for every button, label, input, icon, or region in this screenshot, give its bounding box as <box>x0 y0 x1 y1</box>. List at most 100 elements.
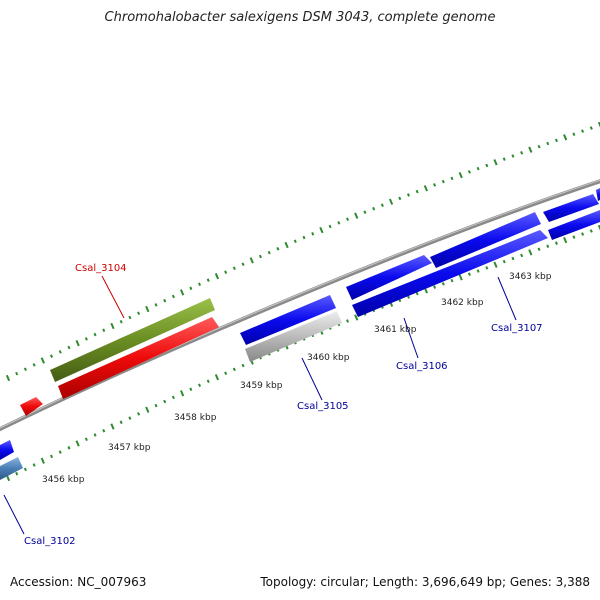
outer-tick <box>415 189 419 194</box>
outer-tick <box>258 254 262 259</box>
outer-tick <box>528 146 533 153</box>
inner-tick <box>589 229 593 233</box>
inner-tick <box>546 244 550 248</box>
inner-tick <box>137 412 141 416</box>
outer-tick <box>572 132 576 136</box>
inner-tick <box>214 374 220 381</box>
gene-label[interactable]: Csal_3105 <box>297 401 349 412</box>
outer-tick <box>398 196 402 201</box>
inner-tick <box>171 395 175 400</box>
cds-feature-csal-3102-blue[interactable] <box>0 440 14 460</box>
inner-tick <box>511 256 515 261</box>
gene-feature-csal-3104-green[interactable] <box>50 298 215 382</box>
gene-label[interactable]: Csal_3107 <box>491 323 543 334</box>
inner-tick <box>67 446 71 450</box>
outer-tick <box>224 270 228 274</box>
inner-tick <box>467 272 471 276</box>
cds-feature-csal-3102-light[interactable] <box>0 457 23 480</box>
outer-tick <box>476 166 480 171</box>
outer-tick <box>58 350 62 354</box>
outer-tick <box>198 282 202 287</box>
tick-track-outer <box>5 121 600 382</box>
inner-tick <box>520 253 524 258</box>
gene-labels: Csal_3104 Csal_3105 Csal_3106 Csal_3107 Csal… <box>24 263 543 547</box>
inner-tick <box>528 249 533 256</box>
cds-feature-forward-1[interactable] <box>346 255 432 300</box>
genome-backbone <box>0 179 600 432</box>
inner-tick <box>75 440 80 447</box>
outer-tick <box>423 185 428 192</box>
cds-feature-forward-3[interactable] <box>543 194 599 222</box>
cds-feature-csal-3104-red[interactable] <box>58 317 219 399</box>
outer-tick <box>249 257 254 264</box>
inner-tick <box>537 247 541 252</box>
outer-tick <box>354 212 359 219</box>
cds-feature-csal-3105-blue[interactable] <box>240 295 336 345</box>
outer-tick <box>433 183 437 187</box>
outer-tick <box>581 129 585 133</box>
outer-tick <box>102 328 106 333</box>
scale-label: 3460 kbp <box>307 353 350 363</box>
inner-tick <box>40 457 45 464</box>
outer-tick <box>206 278 210 282</box>
inner-tick <box>581 232 585 236</box>
outer-tick <box>363 210 367 214</box>
outer-tick <box>23 367 27 372</box>
outer-tick <box>485 163 489 168</box>
cds-feature-csal-3106-blue[interactable] <box>352 230 548 317</box>
cds-feature-forward-2[interactable] <box>430 212 541 268</box>
gene-label[interactable]: Csal_3102 <box>24 536 76 547</box>
outer-tick <box>241 262 245 267</box>
cds-feature-edge-right[interactable] <box>596 188 600 201</box>
scale-label: 3458 kbp <box>174 413 217 423</box>
outer-tick <box>346 217 350 222</box>
outer-tick <box>154 303 158 307</box>
outer-tick <box>75 340 80 347</box>
outer-tick <box>563 134 568 141</box>
inner-tick <box>110 423 115 430</box>
outer-tick <box>502 157 506 161</box>
outer-tick <box>520 151 524 155</box>
inner-tick <box>102 428 106 433</box>
cds-feature-csal-3105-gray[interactable] <box>245 311 342 362</box>
outer-tick <box>284 241 289 249</box>
inner-tick <box>346 319 350 323</box>
outer-tick <box>180 289 185 296</box>
gene-label[interactable]: Csal_3104 <box>75 263 127 274</box>
outer-tick <box>319 226 324 234</box>
accession-label: Accession: NC_007963 <box>10 575 147 589</box>
inner-tick <box>119 420 123 425</box>
outer-tick <box>128 315 132 320</box>
inner-tick <box>415 291 419 296</box>
outer-tick <box>302 235 306 240</box>
inner-tick <box>458 274 463 281</box>
outer-tick <box>267 250 271 255</box>
outer-tick <box>163 298 167 303</box>
outer-tick <box>467 170 471 174</box>
inner-tick <box>441 282 445 286</box>
outer-tick <box>380 203 384 207</box>
inner-tick <box>180 390 185 397</box>
scale-labels: 3456 kbp 3457 kbp 3458 kbp 3459 kbp 3460 kbp… <box>42 272 552 485</box>
inner-tick <box>597 224 600 231</box>
outer-tick <box>450 176 454 181</box>
inner-tick <box>163 399 167 404</box>
cds-feature-small-red[interactable] <box>20 397 43 416</box>
outer-tick <box>119 319 123 324</box>
inner-tick <box>433 285 437 289</box>
inner-tick <box>50 454 54 459</box>
outer-tick <box>93 332 97 337</box>
inner-tick <box>450 278 454 283</box>
inner-tick <box>354 314 359 321</box>
inner-tick <box>154 403 158 408</box>
cds-feature-csal-3107-blue[interactable] <box>548 210 600 240</box>
scale-label: 3459 kbp <box>240 381 283 391</box>
outer-tick <box>84 337 88 341</box>
scale-label: 3461 kbp <box>374 325 417 335</box>
gene-label[interactable]: Csal_3106 <box>396 361 448 372</box>
inner-tick <box>563 236 568 244</box>
outer-tick <box>493 159 498 166</box>
outer-tick <box>372 206 376 211</box>
inner-tick <box>502 259 506 264</box>
outer-tick <box>15 371 19 376</box>
